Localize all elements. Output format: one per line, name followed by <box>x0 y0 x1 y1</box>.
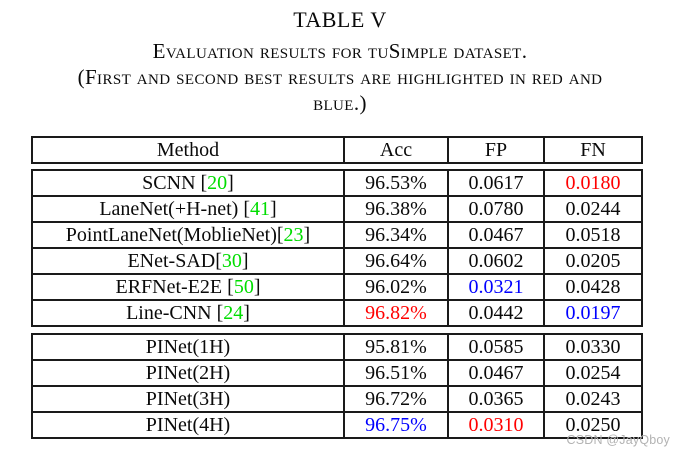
fn-cell: 0.0205 <box>543 249 641 273</box>
fp-cell: 0.0310 <box>447 413 543 437</box>
method-cell: LaneNet(+H-net) [41] <box>99 198 277 220</box>
table-number: TABLE V <box>293 7 387 32</box>
table-group-baselines: SCNN [20] 96.53% 0.0617 0.0180 LaneNet(+… <box>31 169 643 327</box>
column-header-acc: Acc <box>343 138 447 162</box>
acc-cell: 96.72% <box>343 387 447 411</box>
column-header-method: Method <box>156 139 220 161</box>
table-row: SCNN [20] 96.53% 0.0617 0.0180 <box>33 171 641 195</box>
fn-cell: 0.0244 <box>543 197 641 221</box>
acc-cell: 96.38% <box>343 197 447 221</box>
caption-line-2: (First and second best results are highl… <box>77 65 603 89</box>
fn-cell: 0.0243 <box>543 387 641 411</box>
caption-line-1: Evaluation results for tuSimple dataset. <box>152 39 528 63</box>
fp-cell: 0.0467 <box>447 223 543 247</box>
acc-cell: 95.81% <box>343 335 447 359</box>
fn-cell: 0.0254 <box>543 361 641 385</box>
table-row: PINet(4H) 96.75% 0.0310 0.0250 <box>33 411 641 437</box>
citation-ref: 30 <box>221 250 242 272</box>
fn-cell: 0.0197 <box>543 301 641 325</box>
citation-ref: 50 <box>233 276 254 298</box>
method-cell: PointLaneNet(MoblieNet)[23] <box>65 224 311 246</box>
method-cell: Line-CNN [24] <box>126 302 250 324</box>
header-row: Method Acc FP FN <box>33 138 641 162</box>
table-caption: TABLE V Evaluation results for tuSimple … <box>0 7 680 116</box>
fp-cell: 0.0442 <box>447 301 543 325</box>
acc-cell: 96.51% <box>343 361 447 385</box>
acc-cell: 96.64% <box>343 249 447 273</box>
table-row: PINet(1H) 95.81% 0.0585 0.0330 <box>33 335 641 359</box>
fn-cell: 0.0518 <box>543 223 641 247</box>
table-row: ENet-SAD[30] 96.64% 0.0602 0.0205 <box>33 247 641 273</box>
acc-cell: 96.82% <box>343 301 447 325</box>
fp-cell: 0.0321 <box>447 275 543 299</box>
citation-ref: 23 <box>283 224 304 246</box>
table-row: LaneNet(+H-net) [41] 96.38% 0.0780 0.024… <box>33 195 641 221</box>
caption-line-3: blue.) <box>313 91 367 115</box>
citation-ref: 41 <box>249 198 270 220</box>
table-row: Line-CNN [24] 96.82% 0.0442 0.0197 <box>33 299 641 325</box>
method-cell: PINet(3H) <box>145 388 231 410</box>
method-cell: PINet(2H) <box>145 362 231 384</box>
method-cell: PINet(1H) <box>145 336 231 358</box>
csdn-watermark: CSDN @JayQboy <box>566 433 670 447</box>
fp-cell: 0.0617 <box>447 171 543 195</box>
acc-cell: 96.34% <box>343 223 447 247</box>
results-table: Method Acc FP FN SCNN [20] 96.53% 0.0617… <box>31 136 643 439</box>
acc-cell: 96.02% <box>343 275 447 299</box>
table-row: PointLaneNet(MoblieNet)[23] 96.34% 0.046… <box>33 221 641 247</box>
column-header-fn: FN <box>543 138 641 162</box>
fp-cell: 0.0780 <box>447 197 543 221</box>
acc-cell: 96.53% <box>343 171 447 195</box>
table-row: PINet(3H) 96.72% 0.0365 0.0243 <box>33 385 641 411</box>
column-header-fp: FP <box>447 138 543 162</box>
table-group-pinet: PINet(1H) 95.81% 0.0585 0.0330 PINet(2H)… <box>31 333 643 439</box>
acc-cell: 96.75% <box>343 413 447 437</box>
fn-cell: 0.0250 <box>543 413 641 437</box>
citation-ref: 20 <box>207 172 228 194</box>
fn-cell: 0.0428 <box>543 275 641 299</box>
fp-cell: 0.0467 <box>447 361 543 385</box>
table-row: ERFNet-E2E [50] 96.02% 0.0321 0.0428 <box>33 273 641 299</box>
fp-cell: 0.0585 <box>447 335 543 359</box>
method-cell: ENet-SAD[30] <box>127 250 249 272</box>
fn-cell: 0.0180 <box>543 171 641 195</box>
method-cell: PINet(4H) <box>145 414 231 436</box>
table-header: Method Acc FP FN <box>31 136 643 164</box>
citation-ref: 24 <box>223 302 244 324</box>
table-row: PINet(2H) 96.51% 0.0467 0.0254 <box>33 359 641 385</box>
fn-cell: 0.0330 <box>543 335 641 359</box>
method-cell: ERFNet-E2E [50] <box>115 276 261 298</box>
method-cell: SCNN [20] <box>142 172 234 194</box>
fp-cell: 0.0365 <box>447 387 543 411</box>
fp-cell: 0.0602 <box>447 249 543 273</box>
